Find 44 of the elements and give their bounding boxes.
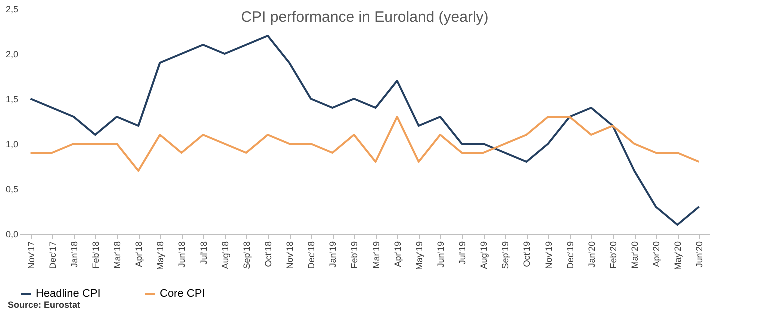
x-tick-label: Jun'20: [694, 242, 705, 268]
x-tick-label: Jan'19: [328, 242, 338, 268]
chart-title: CPI performance in Euroland (yearly): [241, 9, 489, 26]
x-tick-label: Nov'18: [285, 242, 296, 270]
x-tick-label: Mar'20: [630, 242, 640, 269]
source-note: Source: Eurostat: [8, 300, 81, 310]
x-tick-label: Oct'19: [522, 242, 532, 268]
x-tick-label: Sep'19: [500, 242, 511, 270]
x-tick-label: May'19: [414, 242, 424, 270]
x-tick-label: Feb'18: [90, 242, 101, 269]
x-tick-label: Jan'20: [586, 242, 597, 268]
line-series: [30, 116, 700, 172]
x-tick-label: Apr'19: [392, 242, 403, 268]
x-tick-label: Jul'19: [458, 242, 468, 265]
x-tick-label: Jan'18: [69, 242, 80, 268]
x-tick-label: Jul'18: [198, 242, 209, 265]
x-tick-label: Mar'18: [112, 242, 123, 269]
x-tick-label: Aug'18: [220, 242, 230, 270]
legend-label: Core CPI: [160, 288, 206, 300]
x-tick-label: Mar'19: [371, 242, 382, 269]
legend-label: Headline CPI: [36, 288, 101, 300]
x-tick-label: Dec'17: [48, 242, 58, 270]
x-tick-label: Oct'18: [263, 242, 274, 268]
x-tick-label: Apr'20: [652, 242, 662, 268]
x-tick-label: May'20: [673, 242, 684, 270]
x-tick-label: Feb'20: [608, 242, 618, 269]
x-tick-label: Sep'18: [242, 242, 252, 270]
x-tick-label: Dec'19: [565, 242, 576, 270]
x-tick-label: Apr'18: [134, 242, 144, 268]
x-tick-label: Dec'18: [306, 242, 317, 270]
y-tick-label: 0,0: [6, 230, 18, 240]
x-tick-label: Nov'19: [544, 242, 554, 270]
y-tick-label: 2,0: [6, 50, 18, 60]
x-tick-label: Jun'18: [177, 242, 188, 268]
y-tick-label: 2,5: [6, 4, 18, 14]
x-tick-label: May'18: [156, 242, 166, 270]
line-series: [30, 35, 700, 226]
x-tick-label: Aug'19: [479, 242, 490, 270]
y-tick-label: 1,5: [6, 94, 18, 104]
x-tick-label: Jun'19: [436, 242, 446, 268]
y-tick-label: 0,5: [6, 184, 18, 194]
x-tick-label: Feb'19: [350, 242, 360, 269]
y-tick-label: 1,0: [6, 140, 18, 150]
x-tick-label: Nov'17: [26, 242, 36, 270]
